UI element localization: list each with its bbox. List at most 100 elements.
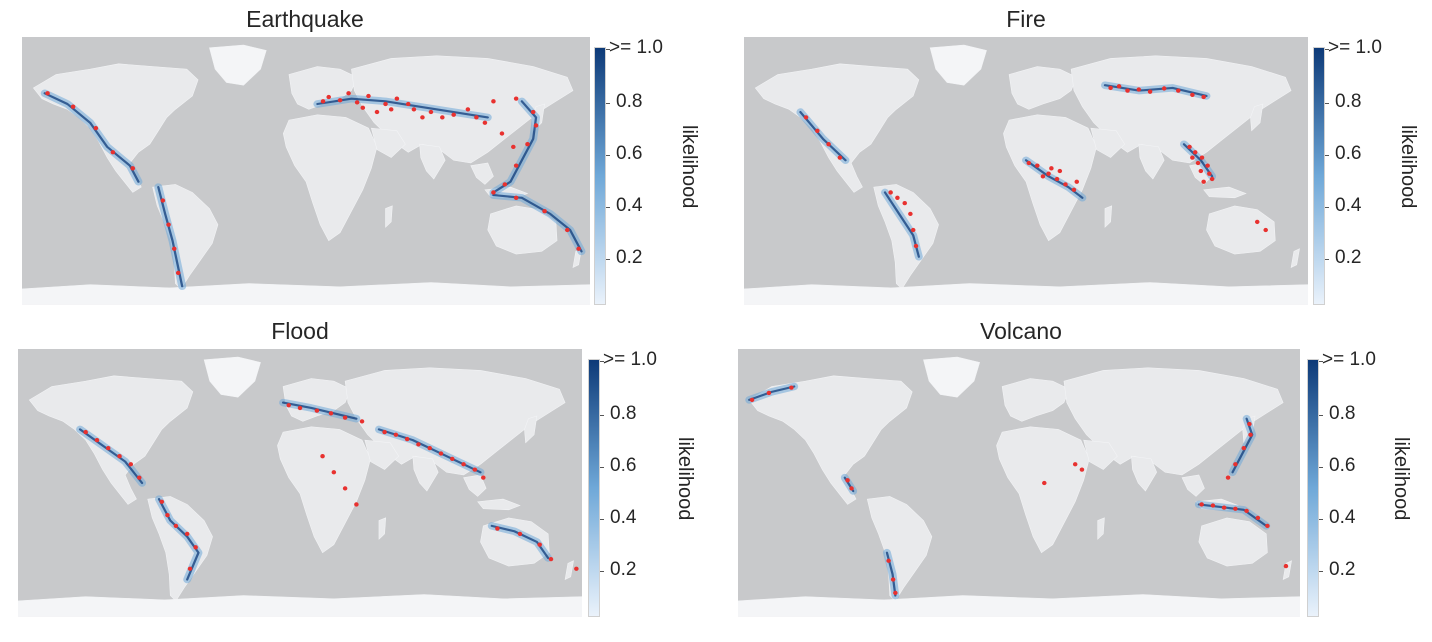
event-point — [1072, 462, 1078, 467]
event-point — [1247, 421, 1252, 427]
colorbar-tick-label: 0.4 — [610, 507, 637, 528]
event-point — [502, 182, 508, 187]
event-point — [337, 98, 343, 103]
landmass-arabia — [364, 439, 400, 470]
landmass-india — [412, 455, 439, 492]
likelihood-core — [492, 194, 583, 253]
colorbar-tick-label: 0.2 — [1335, 247, 1362, 268]
event-point — [404, 436, 410, 442]
event-point — [1161, 86, 1167, 91]
map-canvas — [22, 37, 590, 305]
event-point — [537, 542, 542, 547]
landmass-madagascar — [378, 517, 387, 540]
event-point — [888, 190, 893, 195]
landmass-southAmerica — [873, 184, 939, 290]
colorbar-tick-label: >= 1.0 — [609, 37, 663, 58]
event-point — [895, 195, 900, 200]
panel-volcano: Volcano >= 1.0 0.8 0.6 0.4 0.2 likelihood — [716, 312, 1432, 633]
event-point — [1225, 475, 1231, 480]
event-point — [472, 467, 478, 472]
event-point — [1125, 88, 1130, 93]
event-point — [474, 115, 479, 120]
likelihood-core — [490, 524, 550, 560]
event-point — [331, 470, 337, 475]
panel-title: Volcano — [980, 318, 1062, 344]
panel-fire: Fire >= 1.0 0.8 0.6 0.4 0.2 likelihood — [716, 0, 1432, 321]
event-point — [165, 513, 170, 518]
event-point — [1057, 168, 1063, 174]
colorbar-tick-mark — [1325, 49, 1329, 50]
event-point — [420, 115, 425, 120]
landmass-greenland — [923, 356, 981, 398]
event-point — [1063, 182, 1068, 187]
colorbar-tick-mark — [1319, 361, 1323, 362]
landmass-arabia — [370, 127, 406, 158]
likelihood-core — [316, 97, 489, 119]
landmass-nz — [564, 560, 574, 580]
event-point — [110, 150, 116, 155]
landmass-japan — [524, 415, 538, 444]
event-point — [1233, 506, 1238, 511]
event-point — [849, 486, 854, 491]
event-point — [428, 109, 434, 115]
event-point — [1221, 505, 1227, 510]
event-point — [1042, 480, 1047, 486]
colorbar-tick-mark — [1325, 103, 1329, 104]
colorbar-tick-label: 0.4 — [1335, 195, 1362, 216]
event-point — [513, 195, 519, 200]
colorbar-tick-mark — [1325, 259, 1329, 260]
event-point — [105, 446, 111, 451]
landmass-africa — [996, 426, 1090, 554]
event-point — [565, 227, 570, 233]
event-point — [495, 526, 500, 531]
event-point — [160, 198, 166, 203]
landmass-greenland — [203, 356, 261, 398]
event-point — [320, 99, 326, 104]
colorbar-tick-mark — [1319, 415, 1323, 416]
colorbar-tick-label: 0.2 — [610, 559, 637, 580]
event-point — [766, 390, 772, 396]
event-point — [1199, 502, 1204, 507]
landmass-arabia — [1083, 439, 1118, 470]
landmass-africa — [277, 426, 371, 554]
event-point — [171, 246, 177, 251]
landmass-southAmerica — [866, 496, 933, 602]
event-point — [890, 577, 896, 582]
event-point — [826, 142, 831, 147]
event-point — [1201, 179, 1206, 184]
event-point — [1210, 503, 1216, 508]
colorbar-tick-mark — [606, 207, 610, 208]
event-point — [45, 91, 50, 96]
colorbar-tick-label: 0.4 — [1329, 507, 1356, 528]
colorbar-tick-mark — [606, 259, 610, 260]
event-point — [491, 99, 496, 104]
colorbar-tick-mark — [606, 103, 610, 104]
event-point — [749, 397, 755, 403]
event-point — [1035, 163, 1040, 168]
colorbar-tick-label: 0.6 — [1329, 455, 1356, 476]
colorbar-tick-mark — [600, 415, 604, 416]
event-point — [383, 101, 388, 107]
event-point — [427, 446, 432, 451]
event-point — [1116, 84, 1122, 89]
event-point — [1190, 92, 1195, 98]
colorbar-tick-label: 0.8 — [1329, 403, 1356, 424]
landmass-antarctica — [738, 594, 1300, 617]
event-point — [1209, 176, 1215, 182]
event-point — [1244, 508, 1249, 514]
colorbar-tick-label: >= 1.0 — [1328, 37, 1382, 58]
colorbar-tick-mark — [600, 361, 604, 362]
event-point — [1071, 187, 1077, 192]
event-point — [1046, 171, 1051, 176]
likelihood-core — [748, 385, 796, 401]
world-map — [18, 349, 582, 617]
event-point — [411, 107, 417, 112]
event-point — [845, 478, 850, 483]
event-point — [481, 475, 486, 480]
event-point — [1265, 523, 1270, 529]
colorbar-tick-label: 0.6 — [616, 143, 643, 164]
event-point — [1207, 171, 1212, 176]
likelihood-colorbar — [1307, 359, 1319, 617]
event-point — [366, 93, 371, 99]
event-point — [482, 120, 488, 125]
